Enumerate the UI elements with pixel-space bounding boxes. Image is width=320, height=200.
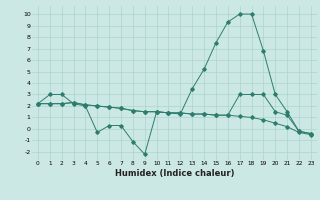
X-axis label: Humidex (Indice chaleur): Humidex (Indice chaleur) xyxy=(115,169,234,178)
